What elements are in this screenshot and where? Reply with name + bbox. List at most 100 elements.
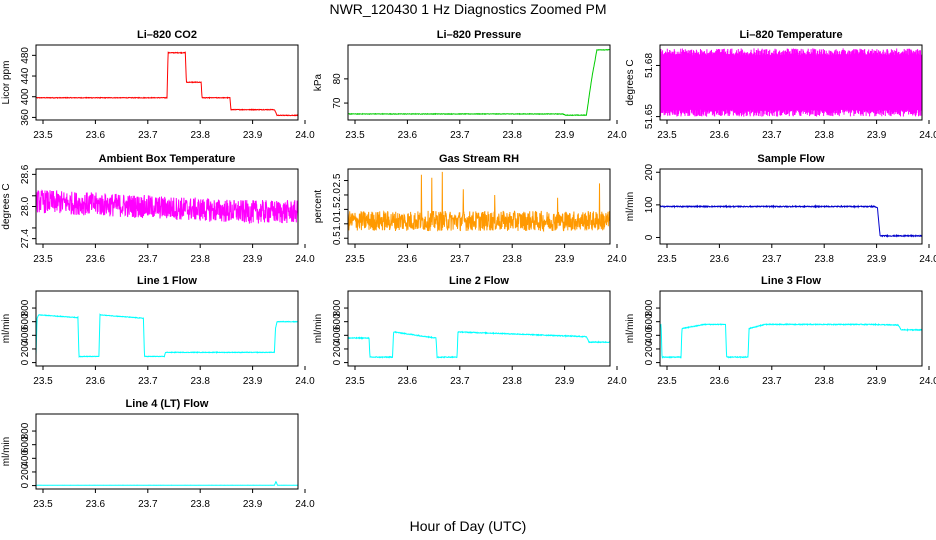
data-series-line <box>35 480 298 486</box>
x-tick-label: 23.6 <box>398 376 418 387</box>
data-series-line <box>659 48 923 117</box>
x-tick-label: 23.8 <box>814 254 834 265</box>
x-tick-label: 23.7 <box>450 254 470 265</box>
x-tick-label: 23.5 <box>657 376 677 387</box>
y-tick-label: 800 <box>332 299 343 316</box>
y-axis-label: ml/min <box>313 314 324 343</box>
plot-frame <box>659 44 923 121</box>
data-series-line <box>347 330 611 359</box>
y-tick-label: 600 <box>20 313 31 330</box>
y-tick-label: 1.5 <box>332 202 343 216</box>
x-tick-label: 23.9 <box>243 499 263 510</box>
y-tick-label: 0 <box>644 234 655 240</box>
panel-title: Li–820 Temperature <box>739 29 842 41</box>
x-tick-label: 23.5 <box>345 254 365 265</box>
y-tick-label: 51.65 <box>644 104 655 129</box>
y-tick-label: 400 <box>20 88 31 105</box>
y-tick-label: 0.5 <box>332 231 343 245</box>
y-tick-label: 800 <box>20 422 31 439</box>
y-tick-label: 28.6 <box>20 164 31 184</box>
y-tick-label: 51.68 <box>644 53 655 78</box>
panel-7: Line 1 Flow ml/min 23.5 23.6 23.7 23.8 23.9 24.… <box>1 275 315 387</box>
panel-title: Gas Stream RH <box>439 153 519 165</box>
y-tick-label: 70 <box>332 97 343 109</box>
plot-frame <box>35 290 299 367</box>
panel-title: Line 3 Flow <box>761 275 821 287</box>
x-tick-label: 23.7 <box>138 130 158 141</box>
x-tick-label: 23.9 <box>555 254 575 265</box>
x-tick-label: 23.9 <box>867 254 887 265</box>
figure-x-axis-label: Hour of Day (UTC) <box>409 518 527 534</box>
x-tick-label: 24.0 <box>607 376 627 387</box>
x-tick-label: 24.0 <box>607 254 627 265</box>
x-tick-label: 23.6 <box>398 130 418 141</box>
x-tick-label: 23.8 <box>190 376 210 387</box>
plot-frame <box>35 413 299 490</box>
x-tick-label: 23.6 <box>86 499 106 510</box>
y-tick-label: 80 <box>332 73 343 85</box>
x-tick-label: 23.9 <box>867 130 887 141</box>
y-tick-label: 200 <box>644 163 655 180</box>
y-tick-label: 400 <box>20 450 31 467</box>
x-tick-label: 23.5 <box>33 376 53 387</box>
y-axis-label: degrees C <box>1 183 12 229</box>
x-tick-label: 23.6 <box>86 254 106 265</box>
x-tick-label: 24.0 <box>919 376 936 387</box>
y-tick-label: 800 <box>20 299 31 316</box>
y-axis-label: kPa <box>313 73 324 91</box>
plot-frame <box>659 290 923 367</box>
y-tick-label: 400 <box>20 327 31 344</box>
panel-title: Sample Flow <box>757 153 825 165</box>
x-tick-label: 23.8 <box>190 499 210 510</box>
x-tick-label: 23.5 <box>657 254 677 265</box>
x-tick-label: 23.8 <box>502 376 522 387</box>
y-tick-label: 27.4 <box>20 228 31 248</box>
x-tick-label: 23.5 <box>33 499 53 510</box>
y-tick-label: 1.0 <box>332 216 343 230</box>
panel-title: Line 4 (LT) Flow <box>126 398 209 410</box>
y-tick-label: 100 <box>644 196 655 213</box>
panel-title: Line 2 Flow <box>449 275 509 287</box>
x-tick-label: 23.7 <box>450 376 470 387</box>
x-tick-label: 24.0 <box>295 376 315 387</box>
panel-title: Li–820 CO2 <box>137 29 197 41</box>
x-tick-label: 23.5 <box>33 254 53 265</box>
x-tick-label: 23.5 <box>33 130 53 141</box>
x-tick-label: 23.8 <box>814 376 834 387</box>
y-tick-label: 600 <box>644 313 655 330</box>
x-tick-label: 23.6 <box>398 254 418 265</box>
x-tick-label: 23.8 <box>190 254 210 265</box>
data-series-line <box>35 189 299 224</box>
y-tick-label: 360 <box>20 109 31 126</box>
x-tick-label: 23.7 <box>138 376 158 387</box>
plot-frame <box>347 290 611 367</box>
y-tick-label: 200 <box>644 340 655 357</box>
x-tick-label: 23.9 <box>243 254 263 265</box>
x-tick-label: 23.5 <box>657 130 677 141</box>
x-tick-label: 23.8 <box>502 254 522 265</box>
y-tick-label: 28.0 <box>20 196 31 216</box>
x-tick-label: 24.0 <box>295 130 315 141</box>
y-tick-label: 480 <box>20 47 31 64</box>
plot-frame <box>347 168 611 245</box>
y-tick-label: 0 <box>644 359 655 365</box>
panel-4: Ambient Box Temperature degrees C 23.5 23.6… <box>1 153 315 265</box>
panel-title: Line 1 Flow <box>137 275 197 287</box>
panel-6: Sample Flow ml/min 23.5 23.6 23.7 23.8 23.9 24.… <box>625 153 936 265</box>
x-tick-label: 24.0 <box>295 254 315 265</box>
y-tick-label: 0 <box>20 359 31 365</box>
y-axis-label: degrees C <box>625 59 636 105</box>
data-series-line <box>659 204 923 238</box>
x-tick-label: 24.0 <box>919 130 936 141</box>
y-axis-label: Licor ppm <box>1 61 12 105</box>
data-series-line <box>347 171 611 233</box>
panel-2: Li–820 Pressure kPa 23.5 23.6 23.7 23.8 23.9 24… <box>313 29 627 141</box>
x-tick-label: 23.9 <box>867 376 887 387</box>
x-tick-label: 23.6 <box>710 254 730 265</box>
x-tick-label: 23.7 <box>762 130 782 141</box>
y-tick-label: 400 <box>644 327 655 344</box>
y-axis-label: ml/min <box>625 192 636 221</box>
x-tick-label: 23.5 <box>345 376 365 387</box>
y-tick-label: 200 <box>20 340 31 357</box>
y-axis-label: percent <box>313 190 324 224</box>
